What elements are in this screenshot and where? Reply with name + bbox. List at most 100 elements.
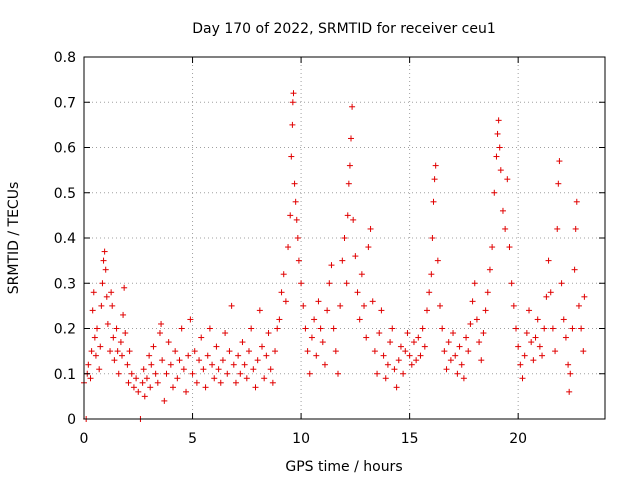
data-point <box>118 352 125 359</box>
data-point <box>204 352 211 359</box>
data-point <box>202 384 209 391</box>
data-point <box>463 334 470 341</box>
data-point <box>580 348 587 355</box>
data-point <box>109 302 116 309</box>
data-point <box>165 339 172 346</box>
data-point <box>539 352 546 359</box>
data-point <box>114 348 121 355</box>
data-point <box>352 253 359 260</box>
data-point <box>288 153 295 160</box>
data-point <box>111 357 118 364</box>
data-point <box>324 307 331 314</box>
data-point <box>306 370 313 377</box>
data-point <box>274 325 281 332</box>
data-point <box>384 361 391 368</box>
data-point <box>245 348 252 355</box>
data-point <box>499 207 506 214</box>
data-point <box>496 144 503 151</box>
data-point <box>235 352 242 359</box>
data-point <box>332 348 339 355</box>
data-point <box>85 361 92 368</box>
data-point <box>140 366 147 373</box>
data-point <box>486 266 493 273</box>
data-point <box>445 339 452 346</box>
data-point <box>337 302 344 309</box>
data-point <box>230 361 237 368</box>
data-point <box>489 244 496 251</box>
data-point <box>572 225 579 232</box>
data-point <box>226 348 233 355</box>
data-point <box>441 348 448 355</box>
data-point <box>543 293 550 300</box>
data-point <box>361 302 368 309</box>
data-point <box>99 280 106 287</box>
data-point <box>176 357 183 364</box>
data-point <box>465 348 472 355</box>
data-point <box>300 302 307 309</box>
data-point <box>471 280 478 287</box>
data-point <box>92 352 99 359</box>
data-point <box>315 298 322 305</box>
data-point <box>376 330 383 337</box>
data-point <box>349 103 356 110</box>
data-point <box>536 343 543 350</box>
data-point <box>103 293 110 300</box>
y-tick-label: 0.1 <box>54 367 76 383</box>
data-point <box>152 370 159 377</box>
data-point <box>434 257 441 264</box>
data-point <box>294 235 301 241</box>
data-point <box>428 271 435 278</box>
data-point <box>97 343 104 350</box>
data-point <box>133 375 140 382</box>
x-tick-label: 0 <box>80 431 89 447</box>
data-point <box>389 325 396 332</box>
data-point <box>115 370 122 377</box>
data-point <box>94 325 101 332</box>
data-point <box>447 357 454 364</box>
data-point <box>423 307 430 314</box>
data-point <box>515 343 522 350</box>
data-point <box>410 339 417 346</box>
data-point <box>98 302 105 309</box>
data-point <box>367 225 374 232</box>
data-point <box>101 248 108 255</box>
data-point <box>521 352 528 359</box>
data-point <box>292 198 299 205</box>
data-point <box>256 307 263 314</box>
data-point <box>147 384 154 391</box>
data-point <box>311 316 318 323</box>
data-point <box>494 130 501 137</box>
data-point <box>224 370 231 377</box>
data-point <box>556 158 563 165</box>
data-point <box>293 216 300 223</box>
data-point <box>187 316 194 323</box>
data-point <box>222 330 229 337</box>
data-point <box>196 357 203 364</box>
data-point <box>380 352 387 359</box>
y-tick-label: 0.2 <box>54 322 76 338</box>
data-point <box>346 162 353 169</box>
data-point <box>478 357 485 364</box>
data-point <box>569 325 576 332</box>
data-point <box>343 280 350 287</box>
data-point <box>458 361 465 368</box>
data-point <box>344 212 351 219</box>
data-point <box>298 280 305 287</box>
data-point <box>512 325 519 332</box>
data-point <box>265 330 272 337</box>
data-point <box>426 289 433 296</box>
data-point <box>519 375 526 382</box>
data-point <box>107 348 114 355</box>
data-point <box>159 357 166 364</box>
data-point <box>172 348 179 355</box>
data-point <box>178 325 185 332</box>
data-point <box>382 375 389 382</box>
data-point <box>259 343 266 350</box>
data-point <box>530 357 537 364</box>
data-point <box>517 361 524 368</box>
data-point <box>148 361 155 368</box>
data-point <box>189 370 196 377</box>
x-axis-label: GPS time / hours <box>285 459 402 475</box>
data-point <box>429 235 436 241</box>
data-point <box>345 180 352 187</box>
